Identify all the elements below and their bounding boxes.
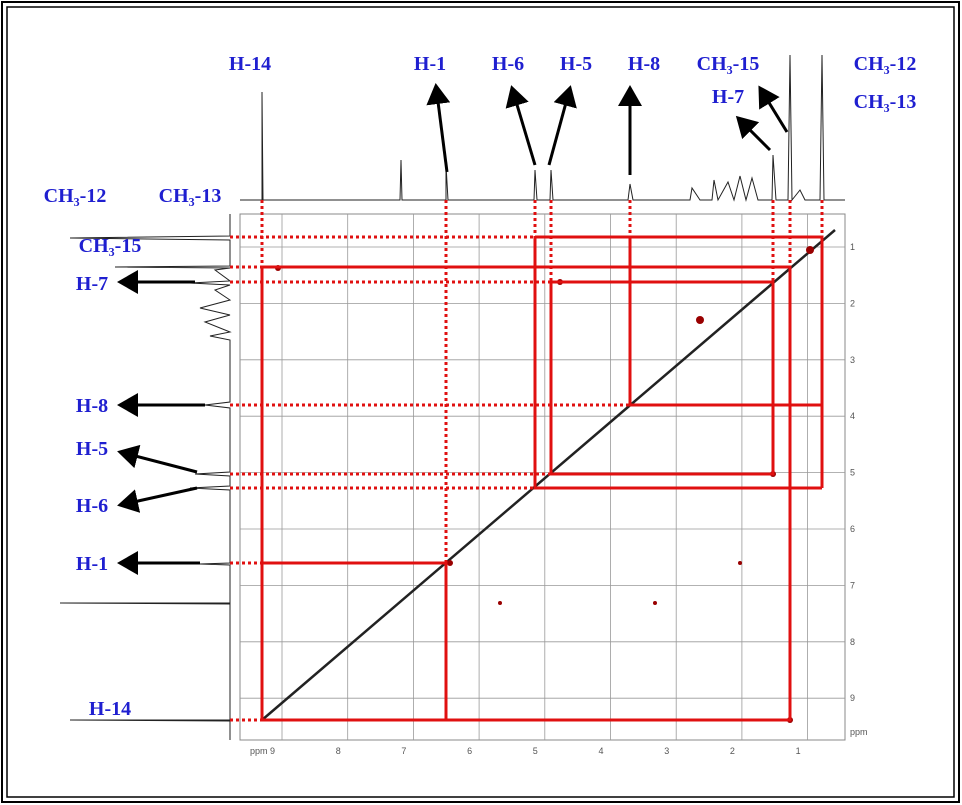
arrows	[117, 83, 789, 575]
top-label: H-1	[414, 53, 446, 75]
plot-area	[239, 213, 846, 741]
x-tick-label: 5	[533, 746, 538, 756]
y-tick-label: 6	[850, 524, 855, 534]
x-tick-label: 4	[599, 746, 604, 756]
x-tick-label: 8	[336, 746, 341, 756]
y-tick-label: 5	[850, 468, 855, 478]
y-tick-label: 7	[850, 580, 855, 590]
top-label: H-8	[628, 53, 660, 75]
top-label: H-5	[560, 53, 592, 75]
left-label: CH₃-15	[79, 235, 142, 257]
x-tick-label: 2	[730, 746, 735, 756]
left-label: CH₃-13	[159, 185, 222, 207]
top-label: CH₃-15	[697, 53, 760, 75]
left-label: H-6	[76, 495, 108, 517]
y-unit: ppm	[850, 727, 868, 737]
left-label: H-5	[76, 438, 108, 460]
top-label: H-14	[229, 53, 271, 75]
x-tick-label: 9	[270, 746, 275, 756]
left-label: CH₃-12	[44, 185, 107, 207]
correlation-lines	[260, 235, 824, 722]
left-label: H-8	[76, 395, 108, 417]
y-tick-label: 4	[850, 411, 855, 421]
y-tick-label: 2	[850, 298, 855, 308]
top-label: H-6	[492, 53, 524, 75]
top-label: CH₃-13	[854, 91, 917, 113]
frame-inner	[6, 6, 955, 798]
y-tick-label: 9	[850, 693, 855, 703]
left-label: H-1	[76, 553, 108, 575]
left-spectrum	[59, 214, 232, 740]
y-tick-label: 8	[850, 637, 855, 647]
x-unit: ppm	[250, 746, 268, 756]
x-tick-label: 6	[467, 746, 472, 756]
top-spectrum	[240, 54, 845, 202]
x-tick-label: 7	[401, 746, 406, 756]
x-tick-label: 1	[796, 746, 801, 756]
y-tick-label: 3	[850, 355, 855, 365]
y-tick-label: 1	[850, 242, 855, 252]
left-label: H-7	[76, 273, 108, 295]
x-tick-label: 3	[664, 746, 669, 756]
left-label: H-14	[89, 698, 131, 720]
dotted-guides	[230, 200, 824, 722]
top-label: CH₃-12	[854, 53, 917, 75]
top-label: H-7	[712, 86, 744, 108]
